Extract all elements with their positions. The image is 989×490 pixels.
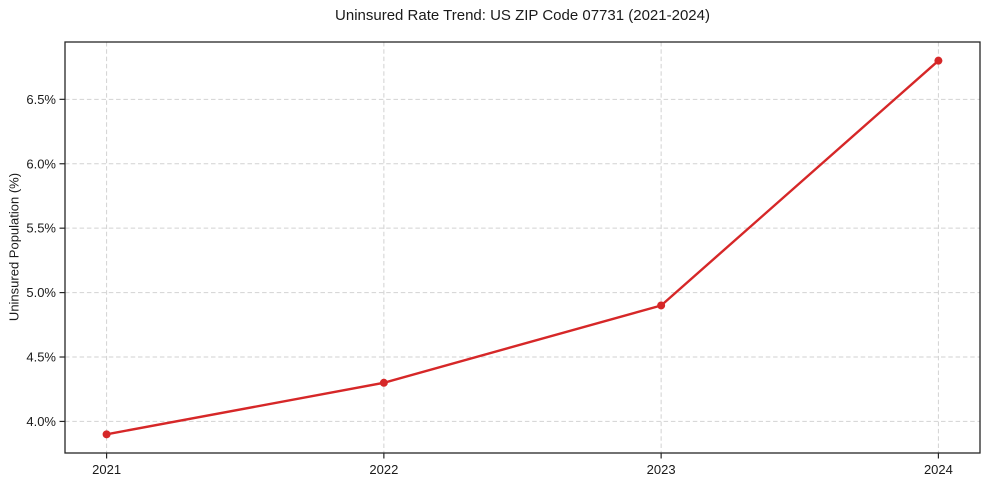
x-tick-label: 2021 <box>92 462 121 477</box>
y-tick-label: 4.5% <box>26 350 56 365</box>
y-tick-label: 6.0% <box>26 156 56 171</box>
data-point <box>102 430 111 439</box>
y-tick-label: 6.5% <box>26 92 56 107</box>
x-tick-label: 2023 <box>647 462 676 477</box>
x-tick-label: 2024 <box>924 462 953 477</box>
x-tick-label: 2022 <box>369 462 398 477</box>
plot-border <box>64 41 981 454</box>
y-tick-label: 5.0% <box>26 285 56 300</box>
data-point <box>379 378 388 387</box>
data-point <box>934 56 943 65</box>
y-tick-label: 5.5% <box>26 221 56 236</box>
chart-title: Uninsured Rate Trend: US ZIP Code 07731 … <box>335 7 710 24</box>
data-point <box>657 301 666 310</box>
y-tick-label: 4.0% <box>26 414 56 429</box>
trend-line <box>105 59 940 436</box>
